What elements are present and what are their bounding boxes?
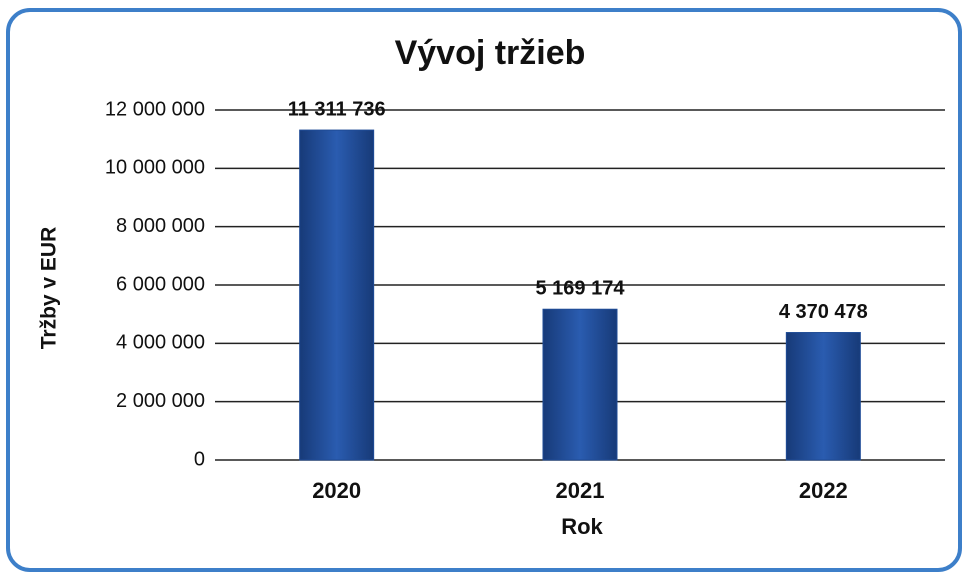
- x-tick-label: 2020: [312, 478, 361, 503]
- y-axis-label: Tržby v EUR: [38, 227, 61, 350]
- x-axis-label: Rok: [561, 514, 603, 539]
- y-tick-label: 6 000 000: [116, 273, 205, 295]
- chart-frame: [6, 8, 962, 572]
- y-tick-label: 2 000 000: [116, 390, 205, 412]
- chart-title: Vývoj tržieb: [395, 34, 586, 72]
- value-label: 5 169 174: [536, 278, 626, 300]
- bar: [785, 332, 861, 461]
- y-tick-label: 4 000 000: [116, 332, 205, 354]
- y-tick-label: 10 000 000: [105, 157, 205, 179]
- x-tick-label: 2021: [556, 478, 605, 503]
- y-tick-label: 0: [194, 448, 205, 470]
- value-label: 4 370 478: [779, 301, 868, 323]
- y-tick-label: 8 000 000: [116, 215, 205, 237]
- y-tick-label: 12 000 000: [105, 98, 205, 120]
- value-label: 11 311 736: [288, 98, 386, 120]
- bar: [299, 129, 375, 461]
- x-tick-label: 2022: [799, 478, 848, 503]
- bar: [542, 308, 618, 461]
